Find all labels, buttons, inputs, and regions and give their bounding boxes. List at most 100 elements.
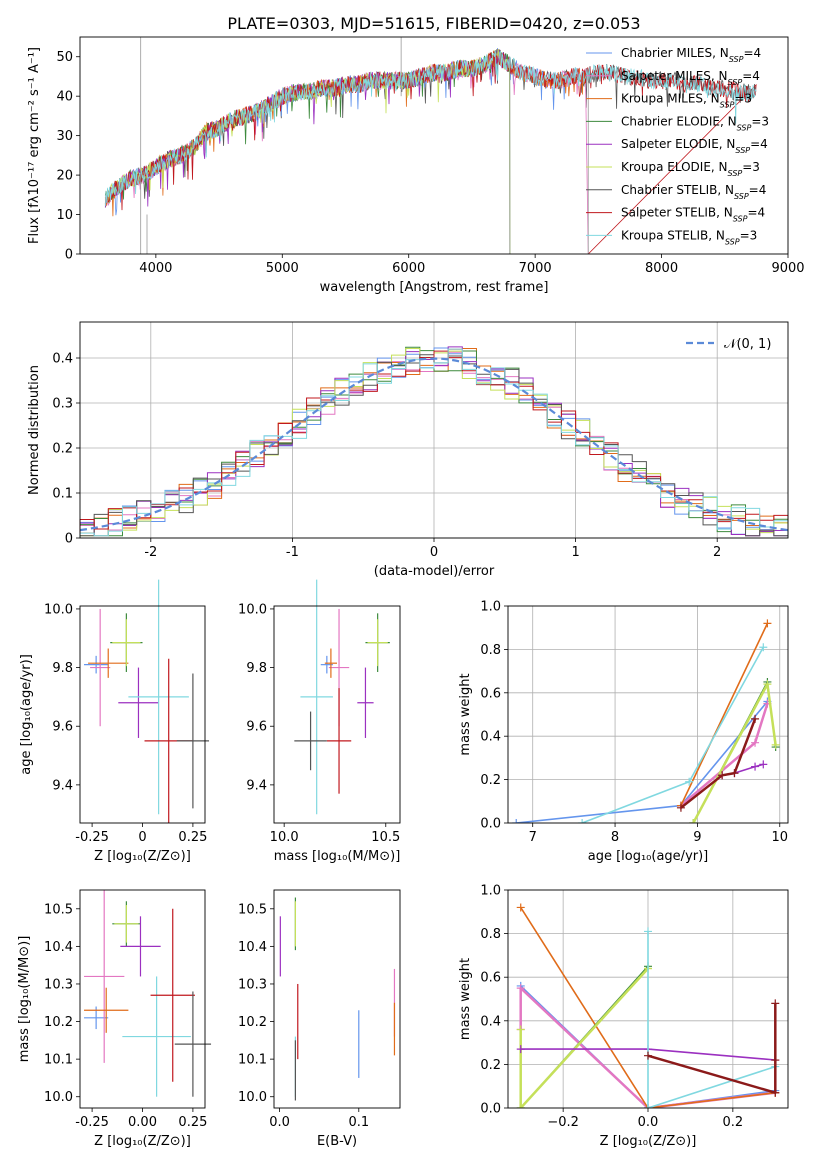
x-tick-label: −0.2 <box>547 1115 579 1130</box>
x-tick-label: 0.25 <box>178 830 207 845</box>
x-tick-label: 10 <box>771 830 788 845</box>
y-tick-label: 10.0 <box>238 1090 267 1105</box>
weight-marker <box>759 643 768 652</box>
x-tick-label: 5000 <box>266 261 299 276</box>
y-tick-label: 50 <box>56 50 73 65</box>
y-tick-label: 10.1 <box>238 1053 267 1068</box>
x-tick-label: 6000 <box>392 261 425 276</box>
y-tick-label: 10 <box>56 208 73 223</box>
weight-marker <box>751 762 760 771</box>
y-tick-label: 10.4 <box>238 940 267 955</box>
y-tick-label: 0.2 <box>480 773 501 788</box>
y-tick-label: 0.6 <box>480 971 501 986</box>
y-tick-label: 10.3 <box>238 977 267 992</box>
weight-marker <box>644 927 652 936</box>
mass-vs-metallicity-panel: -0.25 0.00 0.25 10.0 10.1 10.2 10.3 10.4 10.5 Z [… <box>17 889 212 1149</box>
y-tick-label: 9.6 <box>246 720 267 735</box>
weight-marker <box>512 819 521 823</box>
x-tick-label: 0.1 <box>348 1115 369 1130</box>
y-tick-label: 0.4 <box>480 1014 501 1029</box>
x-axis-label: wavelength [Angstrom, rest frame] <box>320 280 549 295</box>
x-tick-label: 0.2 <box>723 1115 744 1130</box>
x-tick-label: -2 <box>144 545 157 560</box>
x-axis-label: Z [log₁₀(Z/Z⊙)] <box>600 1134 697 1149</box>
weight-marker <box>771 999 780 1008</box>
x-tick-label: 10.0 <box>270 830 299 845</box>
y-tick-label: 0.8 <box>480 927 501 942</box>
weight-marker <box>689 819 698 823</box>
axes-frame <box>79 889 206 1109</box>
x-tick-label: 0 <box>430 545 438 560</box>
y-tick-label: 0.0 <box>480 817 501 832</box>
y-tick-label: 10.0 <box>44 1090 73 1105</box>
weight-marker <box>516 1104 525 1108</box>
x-tick-label: 10.5 <box>371 830 400 845</box>
y-axis-label: mass weight <box>458 673 473 755</box>
x-tick-label: 9000 <box>771 261 804 276</box>
y-tick-label: 0 <box>65 532 73 547</box>
weight-marker <box>759 760 768 769</box>
weight-marker <box>751 738 760 747</box>
y-tick-label: 0 <box>65 248 73 263</box>
legend-label: Kroupa ELODIE, NSSP=3 <box>621 160 760 178</box>
legend-label: Salpeter MILES, NSSP=4 <box>621 69 760 87</box>
x-axis-label: (data-model)/error <box>374 564 495 579</box>
spectrum-series-line <box>104 50 757 208</box>
y-tick-label: 1.0 <box>480 600 501 615</box>
weight-marker <box>516 984 525 993</box>
y-tick-label: 0.4 <box>52 352 73 367</box>
y-tick-label: 10.1 <box>44 1053 73 1068</box>
legend-label: 𝒩(0, 1) <box>724 337 771 352</box>
x-axis-label: Z [log₁₀(Z/Z⊙)] <box>94 1134 191 1149</box>
legend-label: Chabrier ELODIE, NSSP=3 <box>621 114 769 131</box>
x-tick-label: 7 <box>529 830 537 845</box>
histogram-series <box>79 348 789 538</box>
y-tick-label: 9.6 <box>52 720 73 735</box>
y-tick-label: 10.0 <box>238 602 267 617</box>
x-tick-label: -0.25 <box>75 1115 109 1130</box>
weight-vs-metallicity-panel: −0.2 0.0 0.2 0.0 0.2 0.4 0.6 0.8 1.0 Z [log₁₀(Z/Z… <box>458 884 789 1149</box>
y-tick-label: 10.5 <box>44 902 73 917</box>
y-tick-label: 10.2 <box>44 1015 73 1030</box>
weight-series-line <box>581 646 765 823</box>
weight-series-line <box>647 931 776 1108</box>
weight-lines <box>516 903 780 1108</box>
axes-frame <box>79 321 789 539</box>
y-tick-label: 9.8 <box>52 661 73 676</box>
y-axis-label: Flux [fλ10⁻¹⁷ erg cm⁻² s⁻¹ A⁻¹] <box>27 47 42 244</box>
axes-frame <box>79 36 789 255</box>
y-tick-label: 0.0 <box>480 1102 501 1117</box>
weight-marker <box>644 1104 652 1108</box>
x-axis-label: age [log₁₀(age/yr)] <box>588 849 709 864</box>
weight-vs-age-panel: 7 8 9 10 0.0 0.2 0.4 0.6 0.8 1.0 age [log₁₀(age/yr… <box>458 600 789 864</box>
y-tick-label: 0.4 <box>480 730 501 745</box>
x-tick-label: 7000 <box>519 261 552 276</box>
y-tick-label: 10.4 <box>44 940 73 955</box>
weight-marker <box>685 777 694 786</box>
axes-frame <box>273 605 401 824</box>
y-tick-label: 40 <box>56 90 73 105</box>
x-tick-label: 0.00 <box>128 1115 157 1130</box>
legend-label: Chabrier MILES, NSSP=4 <box>621 46 761 64</box>
weight-marker <box>676 803 685 812</box>
x-tick-label: 1 <box>571 545 579 560</box>
y-tick-label: 9.4 <box>52 778 73 793</box>
y-tick-label: 10.3 <box>44 977 73 992</box>
y-tick-label: 20 <box>56 169 73 184</box>
weight-marker <box>516 903 525 912</box>
axes-frame <box>507 889 789 1109</box>
weight-series-line <box>520 906 776 1108</box>
weight-marker <box>644 1051 652 1060</box>
y-axis-label: Normed distribution <box>27 365 42 495</box>
spectrum-panel: 4000 5000 6000 7000 8000 9000 0 10 20 30 40 50 wavel… <box>27 36 805 295</box>
spectrum-series-line <box>104 49 757 206</box>
x-tick-label: 9 <box>693 830 701 845</box>
x-axis-label: Z [log₁₀(Z/Z⊙)] <box>94 849 191 864</box>
weight-series-line <box>519 967 649 1108</box>
weight-marker <box>771 1088 780 1097</box>
weight-marker <box>763 619 772 628</box>
weight-marker <box>771 1056 780 1065</box>
weight-marker <box>516 1025 525 1034</box>
y-tick-label: 1.0 <box>480 884 501 899</box>
